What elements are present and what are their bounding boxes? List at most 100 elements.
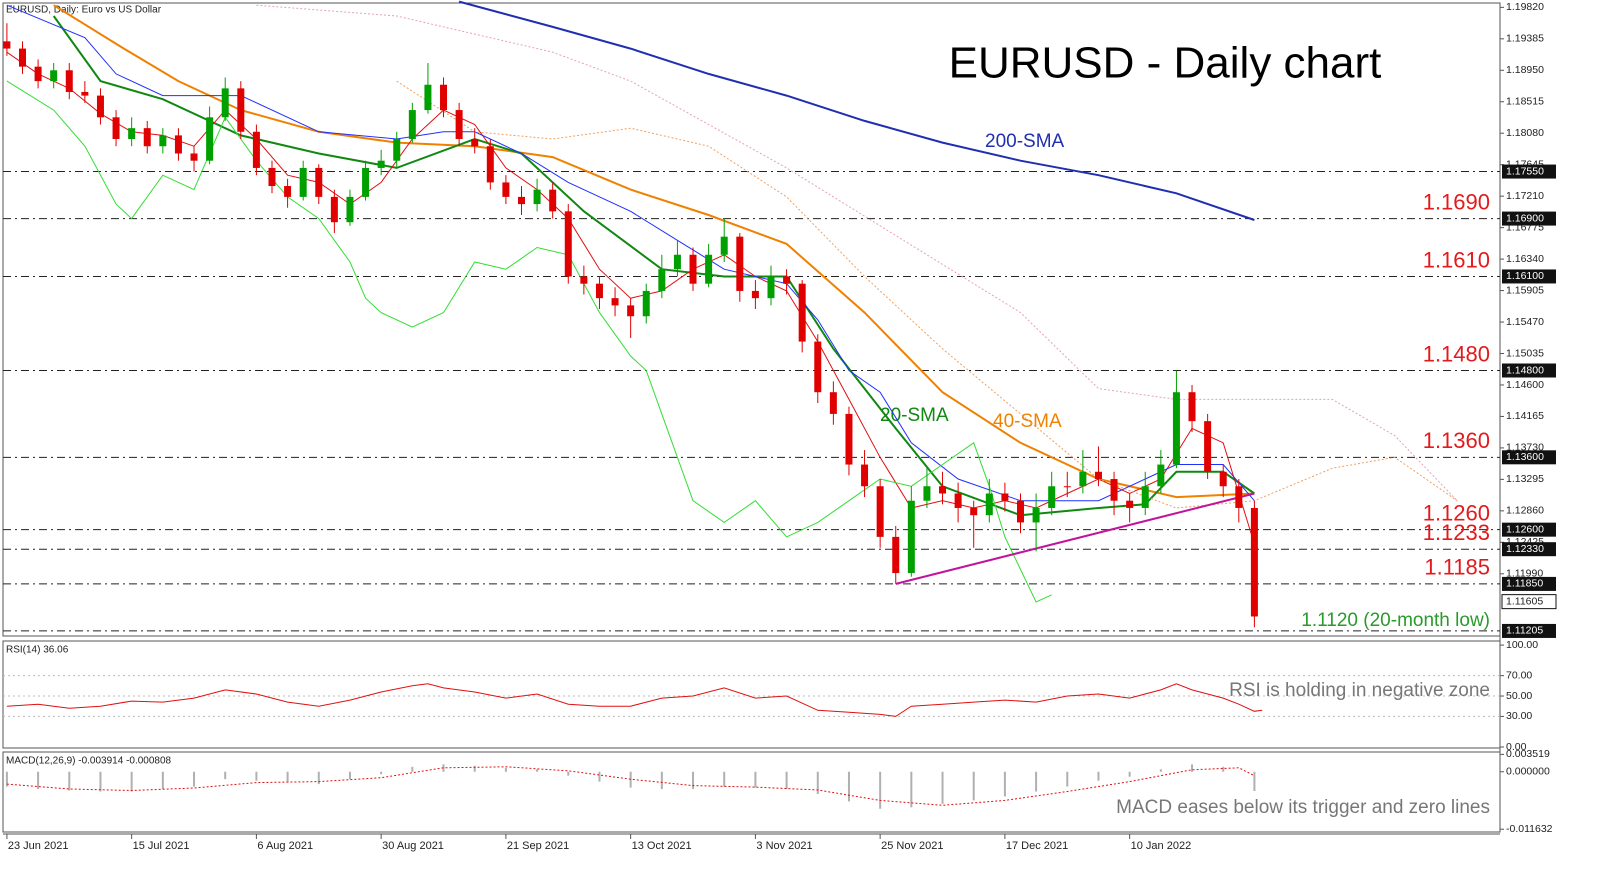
pane-annotation: MACD eases below its trigger and zero li…: [1116, 797, 1490, 818]
macd-bar: [161, 771, 164, 790]
macd-bar: [660, 771, 663, 790]
candle-body: [3, 41, 11, 49]
candle-body: [299, 167, 307, 197]
candle-body: [829, 392, 837, 414]
x-tick-label: 6 Aug 2021: [257, 840, 313, 852]
candle-body: [81, 91, 89, 96]
last-price-tag: [1501, 594, 1557, 610]
candle-body: [1001, 493, 1009, 501]
candle-body: [595, 283, 603, 299]
macd-bar: [317, 771, 320, 785]
candle-body: [393, 139, 401, 161]
pane-title: RSI(14) 36.06: [6, 645, 69, 656]
y-tick-label: 0.00: [1506, 741, 1527, 753]
level-tag: [1502, 211, 1556, 226]
candle-body: [658, 269, 666, 291]
level-tag: [1502, 522, 1556, 537]
indicator-line: [256, 4, 1458, 502]
macd-bar: [785, 771, 788, 790]
candle-body: [1204, 421, 1212, 472]
candle-body: [783, 276, 791, 284]
level-tag: [1502, 269, 1556, 284]
macd-bar: [598, 771, 601, 782]
y-tick-label: 1.19385: [1506, 33, 1544, 45]
macd-bar: [5, 771, 8, 787]
macd-bar: [1159, 769, 1162, 772]
candle-body: [939, 486, 947, 494]
candle-body: [65, 70, 73, 92]
candle-body: [736, 236, 744, 291]
candle-body: [1063, 486, 1071, 488]
candle-body: [907, 500, 915, 574]
candle-body: [1219, 471, 1227, 487]
macd-bar: [941, 771, 944, 804]
candle-body: [1032, 507, 1040, 523]
y-tick-label: 0.003519: [1506, 748, 1550, 760]
candle-body: [876, 486, 884, 537]
level-note: 1.1480: [1423, 341, 1490, 366]
candle-body: [362, 167, 370, 197]
y-tick-label: -0.011632: [1506, 823, 1553, 835]
x-tick-label: 15 Jul 2021: [133, 840, 190, 852]
y-tick-label: 1.11990: [1506, 568, 1543, 580]
candle-body: [970, 507, 978, 516]
y-tick-label: 1.12860: [1506, 505, 1544, 517]
level-note: 1.1610: [1423, 247, 1490, 272]
candle-body: [471, 139, 479, 147]
x-tick-label: 13 Oct 2021: [632, 840, 692, 852]
candle-body: [50, 70, 58, 82]
candle-body: [346, 196, 354, 223]
y-tick-label: 1.18515: [1506, 96, 1544, 108]
x-tick-label: 30 Aug 2021: [382, 840, 444, 852]
level-tag-label: 1.12330: [1506, 543, 1544, 555]
level-tag-label: 1.13600: [1506, 451, 1544, 463]
level-note: 1.1260: [1423, 500, 1490, 525]
candle-body: [252, 131, 260, 168]
macd-bar: [255, 771, 258, 781]
level-note: 1.1233: [1423, 520, 1490, 545]
candle-body: [564, 211, 572, 277]
level-tag-label: 1.16900: [1506, 212, 1544, 224]
level-tag-label: 1.16100: [1506, 270, 1544, 282]
macd-bar: [473, 765, 476, 772]
candle-body: [720, 236, 728, 255]
candle-body: [1016, 500, 1024, 523]
level-tag: [1502, 576, 1556, 591]
pane-title: MACD(12,26,9) -0.003914 -0.000808: [6, 756, 172, 767]
macd-bar: [1191, 764, 1194, 772]
macd-bar: [1035, 771, 1038, 792]
candle-body: [1172, 392, 1180, 465]
candle-body: [814, 341, 822, 393]
candle-body: [34, 66, 42, 82]
macd-bar: [1128, 771, 1131, 777]
candle-body: [1079, 471, 1087, 487]
x-tick-label: 3 Nov 2021: [756, 840, 812, 852]
macd-bar: [130, 771, 133, 792]
candle-body: [985, 493, 993, 516]
macd-bar: [1222, 766, 1225, 772]
line-label: 40-SMA: [993, 411, 1062, 432]
candle-body: [330, 196, 338, 223]
candle-body: [284, 186, 292, 197]
macd-bar: [1253, 771, 1256, 792]
candle-body: [112, 117, 120, 140]
candle-body: [705, 254, 713, 284]
candle-body: [159, 135, 167, 147]
level-tag-label: 1.14800: [1506, 364, 1544, 376]
candle-body: [767, 276, 775, 299]
candle-body: [751, 290, 759, 299]
y-tick-label: 1.19820: [1506, 1, 1544, 13]
level-tag: [1502, 164, 1556, 179]
macd-bar: [68, 771, 71, 791]
chart-title: EURUSD - Daily chart: [949, 39, 1382, 88]
candle-body: [892, 536, 900, 574]
candle-body: [1235, 486, 1243, 508]
indicator-line: [6, 4, 1255, 502]
candle-body: [533, 189, 541, 205]
macd-bar: [99, 771, 102, 792]
candle-body: [408, 110, 416, 140]
candle-body: [1048, 486, 1056, 508]
candle-body: [845, 413, 853, 465]
level-note: 1.1185: [1424, 555, 1490, 580]
candle-body: [549, 189, 557, 212]
